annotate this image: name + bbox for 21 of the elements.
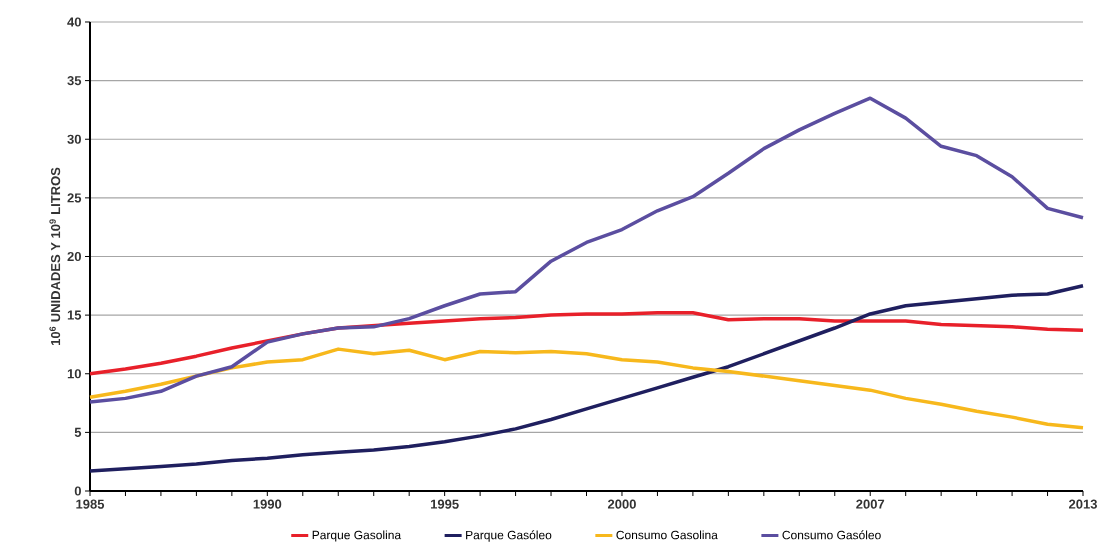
x-tick-label: 1995 [431, 499, 459, 509]
y-tick-label: 25 [67, 193, 82, 203]
legend-label: Consumo Gasóleo [782, 530, 881, 540]
y-axis-title: 10$^{6}$ UNIDADES Y 10$^{9}$ LITROS [49, 167, 61, 346]
y-tick-label: 35 [67, 76, 82, 86]
x-tick-label: 1985 [76, 499, 105, 509]
line-series [88, 96, 1085, 404]
x-tick-label: 1990 [253, 499, 282, 509]
legend-label: Parque Gasolina [312, 530, 402, 542]
y-tick-label: 10 [67, 369, 81, 379]
y-tick-label: 15 [67, 310, 82, 320]
y-tick-label: 5 [74, 427, 82, 437]
x-tick-label: 2007 [856, 499, 885, 509]
legend-label: Parque Gasóleo [466, 530, 552, 542]
y-tick-label: 30 [67, 134, 81, 144]
y-tick-label: 0 [74, 486, 81, 496]
x-tick-label: 2013 [1069, 499, 1097, 509]
y-tick-label: 40 [67, 17, 81, 27]
legend-label: Consumo Gasolina [616, 530, 718, 540]
y-tick-label: 20 [67, 251, 81, 262]
x-tick-label: 2000 [607, 499, 636, 509]
